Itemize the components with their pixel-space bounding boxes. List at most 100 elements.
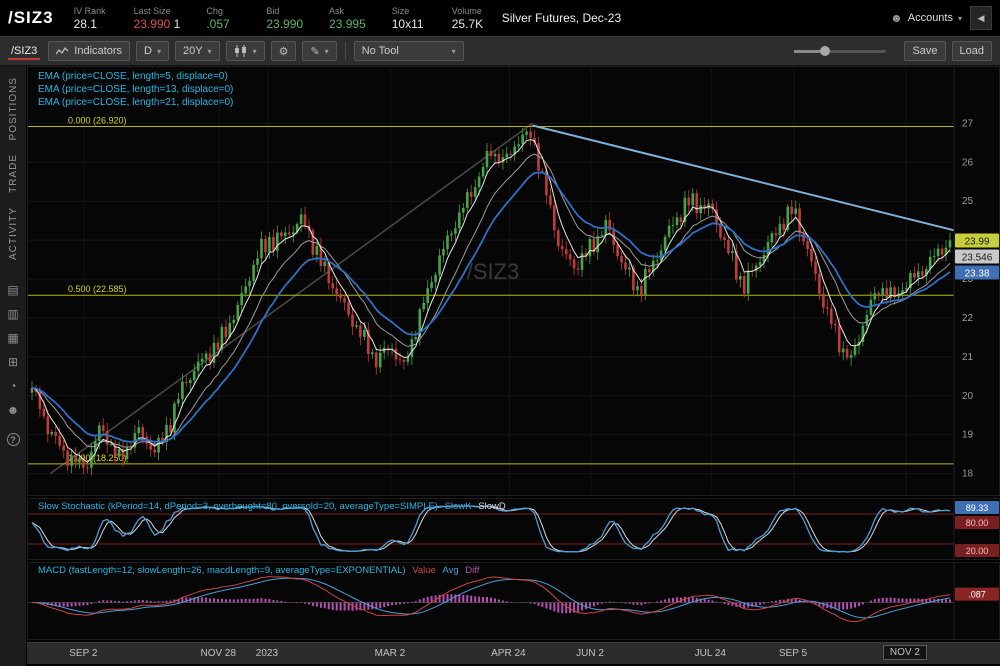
symbol-tab[interactable]: /SIZ3 <box>8 43 41 60</box>
quote-field-label: Chg <box>206 5 223 16</box>
study-label-ema5[interactable]: EMA (price=CLOSE, length=5, displace=0) <box>38 71 228 82</box>
active-tool-dropdown[interactable]: No Tool ▾ <box>353 41 464 61</box>
stoch-badge <box>955 544 999 557</box>
community-icon[interactable]: ☻ <box>6 403 20 418</box>
macd-panel[interactable]: .087 MACD (fastLength=12, slowLength=26,… <box>27 562 1000 640</box>
quote-field-value: 23.990 <box>266 16 304 31</box>
quote-field-label: Last Size <box>133 5 171 16</box>
indicators-label: Indicators <box>74 45 122 57</box>
macd-diff-legend: Diff <box>465 565 480 576</box>
time-tick-nov-28: NOV 28 <box>200 648 237 659</box>
gear-icon: ⚙ <box>278 45 289 58</box>
indicators-button[interactable]: Indicators <box>48 41 130 61</box>
quote-field-value: 25.7K <box>451 16 484 31</box>
macd-params: MACD (fastLength=12, slowLength=26, macd… <box>38 565 406 576</box>
chart-watermark: /SIZ3 <box>467 259 520 284</box>
sidebar-icons: ▤ ▥ ▦ ⊞ ◔ ☻? <box>5 283 21 447</box>
sidebar-tab-positions[interactable]: POSITIONS <box>7 77 19 141</box>
time-tick-apr-24: APR 24 <box>491 648 526 659</box>
quote-bar-right: ☻ Accounts ▾ ◀ <box>890 6 992 30</box>
ema13-price-badge <box>955 249 999 264</box>
toolbar-divider <box>344 42 346 60</box>
layout-icon[interactable]: ▥ <box>7 307 19 322</box>
chevron-down-icon: ▾ <box>207 46 212 56</box>
accounts-dropdown[interactable]: ☻ Accounts ▾ <box>890 11 962 25</box>
quote-field-value: 28.1 <box>73 16 97 31</box>
time-tick-sep-2: SEP 2 <box>69 648 98 659</box>
sidebar-tabs: POSITIONS TRADE ACTIVITY <box>8 70 19 267</box>
save-button[interactable]: Save <box>904 41 946 61</box>
ema21-price-badge-text: 23.38 <box>964 269 989 280</box>
last-price-badge-text: 23.99 <box>964 237 989 248</box>
price-tick: 22 <box>962 313 974 324</box>
save-label: Save <box>912 45 938 57</box>
quote-field-ask: Ask 23.995 <box>329 6 366 31</box>
load-button[interactable]: Load <box>951 41 992 61</box>
help-icon[interactable]: ? <box>6 433 20 447</box>
chart-type-dropdown[interactable]: ▾ <box>225 41 265 61</box>
person-icon: ☻ <box>890 11 903 25</box>
time-tick-jun-2: JUN 2 <box>576 648 604 659</box>
price-tick: 23 <box>962 274 974 285</box>
svg-text:89.33: 89.33 <box>966 503 989 513</box>
stochastic-plot[interactable]: 89.33 80.00 20.00 <box>28 499 999 559</box>
price-tick: 21 <box>962 352 974 363</box>
time-tick-sep-5: SEP 5 <box>778 648 808 659</box>
quote-field-chg: Chg .057 <box>206 6 240 31</box>
macd-value-badge <box>955 587 999 601</box>
price-tick: 27 <box>962 118 974 129</box>
quote-fields: IV Rank 28.1 Last Size 23.990 1 Chg .057 Bid 23… <box>74 6 486 31</box>
aggregation-dropdown[interactable]: D ▾ <box>136 41 169 61</box>
trendline-support[interactable] <box>49 122 533 475</box>
sidebar-tab-activity[interactable]: ACTIVITY <box>7 207 19 261</box>
quote-field-label: IV Rank <box>73 5 106 16</box>
time-tick-2023: 2023 <box>255 648 279 659</box>
time-axis[interactable]: SEP 2 NOV 28 2023 MAR 2 APR 24 JUN 2 JUL 24 SEP… <box>27 642 1000 664</box>
chevron-down-icon: ▾ <box>957 13 962 23</box>
time-tick-nov-2: NOV 2 <box>882 645 927 660</box>
collapse-panel-button[interactable]: ◀ <box>970 6 992 30</box>
last-price-badge <box>955 233 999 248</box>
history-clock-icon[interactable]: ◔ <box>9 379 17 394</box>
ema21-price-badge <box>955 265 999 280</box>
stochastic-label[interactable]: Slow Stochastic (kPeriod=14, dPeriod=3, … <box>38 501 506 512</box>
left-sidebar: POSITIONS TRADE ACTIVITY ▤ ▥ ▦ ⊞ ◔ ☻? <box>0 66 27 666</box>
sidebar-tab-trade[interactable]: TRADE <box>7 154 19 194</box>
macd-value-legend: Value <box>412 565 436 576</box>
study-label-ema13[interactable]: EMA (price=CLOSE, length=13, displace=0) <box>38 84 234 95</box>
zoom-slider-handle[interactable] <box>820 45 831 56</box>
stochastic-panel[interactable]: 89.33 80.00 20.00 Slow Stochastic (kPeriod… <box>27 498 1000 560</box>
slowk-legend: SlowK <box>444 501 472 512</box>
chevron-down-icon: ▾ <box>156 46 161 56</box>
chevron-left-icon: ◀ <box>977 12 985 23</box>
trendline-resistance[interactable] <box>532 124 955 232</box>
drawings-dropdown[interactable]: ✎ ▾ <box>302 41 337 61</box>
macd-avg-legend: Avg <box>442 565 459 576</box>
price-tick: 25 <box>962 196 974 207</box>
slowd-legend: SlowD <box>478 501 506 512</box>
grid-icon[interactable]: ▦ <box>7 331 19 346</box>
candles-icon <box>234 45 246 57</box>
chevron-down-icon: ▾ <box>451 46 456 56</box>
quote-field-value: .057 <box>206 16 230 31</box>
macd-label[interactable]: MACD (fastLength=12, slowLength=26, macd… <box>38 565 479 576</box>
quote-field-value: 23.990 1 <box>133 16 181 31</box>
chart-toolbar: /SIZ3 Indicators D ▾ 20Y ▾ ▾ ⚙ ✎ ▾ No To… <box>0 36 1000 66</box>
watchlist-icon[interactable]: ▤ <box>7 283 19 298</box>
quote-field-label: Volume <box>451 5 482 16</box>
quote-field-volume: Volume 25.7K <box>452 6 486 31</box>
range-dropdown[interactable]: 20Y ▾ <box>174 41 220 61</box>
indicators-wave-icon <box>56 46 69 55</box>
zoom-slider[interactable] <box>794 45 887 56</box>
settings-button[interactable]: ⚙ <box>270 41 297 61</box>
study-label-ema21[interactable]: EMA (price=CLOSE, length=21, displace=0) <box>38 97 234 108</box>
time-tick-jul-24: JUL 24 <box>694 648 726 659</box>
macd-plot[interactable]: .087 <box>28 563 999 639</box>
apps-icon[interactable]: ⊞ <box>7 355 19 370</box>
quote-field-label: Size <box>391 5 410 16</box>
price-tick: 20 <box>962 391 974 402</box>
